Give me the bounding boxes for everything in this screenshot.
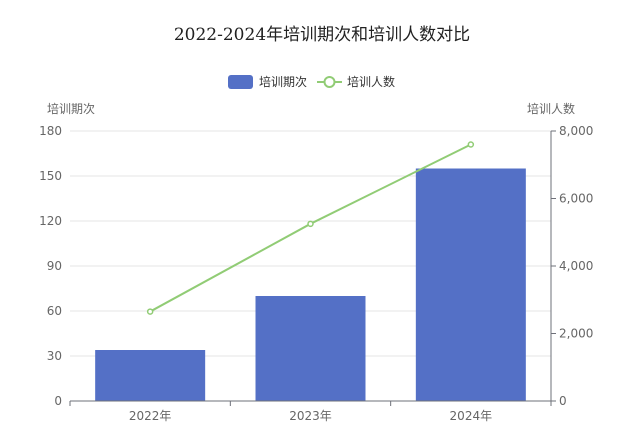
y-left-tick-label: 180 [39,124,62,138]
y-right-tick-label: 8,000 [559,124,593,138]
line-point[interactable] [307,220,314,228]
y-right-tick-label: 2,000 [559,327,593,341]
line-series [146,141,475,315]
y-left-tick-label: 90 [47,259,62,273]
y-left-tick-label: 150 [39,169,62,183]
legend-swatch-marker[interactable] [323,76,336,88]
y-right-tick-label: 0 [559,394,567,408]
y-left-axis-label: 培训期次 [47,101,95,116]
y-right-axis-label: 培训人数 [527,101,575,116]
y-right-tick-label: 6,000 [559,192,593,206]
line-point[interactable] [467,141,475,148]
bar[interactable] [95,350,206,401]
bar[interactable] [415,168,526,402]
legend-label-bar[interactable]: 培训期次 [259,74,307,89]
y-right-axis: 0 2,000 4,000 6,000 8,000 [550,124,593,408]
y-left-tick-label: 120 [39,214,62,228]
x-tick-label: 2022年 [129,409,172,423]
y-left-tick-label: 30 [47,349,62,363]
legend-label-line[interactable]: 培训人数 [347,74,395,89]
x-axis: 2022年 2023年 2024年 [69,400,552,423]
y-left-axis: 0 30 60 90 120 150 180 [39,124,62,408]
y-right-tick-label: 4,000 [559,259,593,273]
bar-series [95,168,526,402]
x-tick-label: 2023年 [289,409,332,423]
bar[interactable] [255,296,366,401]
legend[interactable]: 培训期次 培训人数 [228,74,395,89]
legend-swatch-bar[interactable] [228,75,253,89]
y-left-tick-label: 60 [47,304,62,318]
chart-title: 2022-2024年培训期次和培训人数对比 [174,25,470,45]
x-tick-label: 2024年 [450,409,493,423]
y-left-tick-label: 0 [54,394,62,408]
line-point[interactable] [146,308,154,315]
